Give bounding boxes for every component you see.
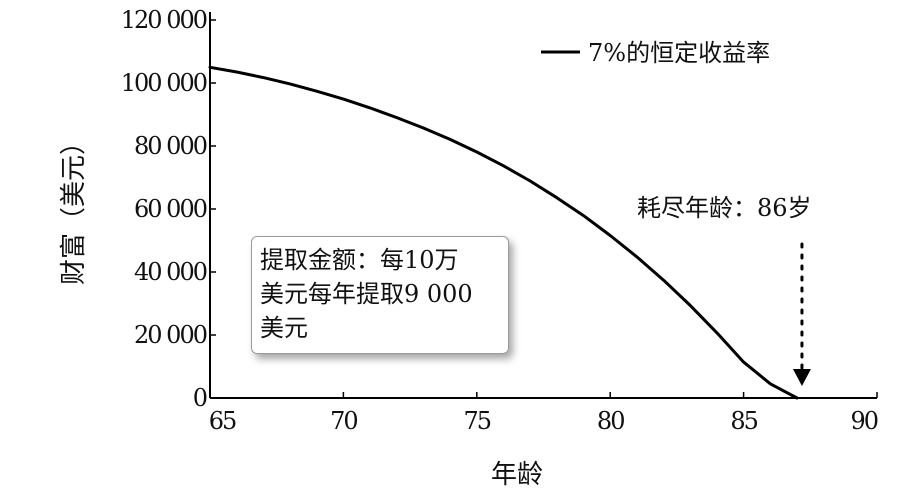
y-axis-title: 财富（美元） (59, 129, 89, 285)
info-line-2: 美元每年提取9 000 (260, 280, 473, 308)
legend: 7%的恒定收益率 (541, 39, 770, 67)
x-tick-label: 85 (730, 407, 757, 435)
depletion-age-label: 耗尽年龄：86岁 (637, 194, 812, 222)
y-tick-label: 60 000 (134, 195, 207, 223)
depletion-arrow (792, 242, 811, 386)
y-tick-label: 100 000 (121, 69, 207, 97)
x-ticks: 65 70 75 80 85 90 (209, 392, 880, 435)
depletion-arrow-head (792, 369, 811, 386)
withdrawal-info-box: 提取金额：每10万 美元每年提取9 000 美元 (251, 236, 509, 354)
series-line (208, 65, 799, 400)
x-axis-title: 年龄 (491, 460, 543, 490)
series-layer (208, 65, 799, 400)
x-tick-label: 65 (209, 407, 236, 435)
x-tick-label: 90 (850, 407, 877, 435)
axes (209, 12, 877, 399)
x-tick-label: 80 (597, 407, 624, 435)
info-line-3: 美元 (260, 314, 308, 342)
x-tick-label: 70 (330, 407, 357, 435)
y-tick-label: 80 000 (134, 132, 207, 160)
info-line-1: 提取金额：每10万 (260, 246, 459, 274)
y-tick-label: 0 (193, 384, 207, 412)
y-tick-label: 40 000 (134, 258, 207, 286)
y-tick-label: 120 000 (121, 6, 207, 34)
y-ticks: 0 20 000 40 000 60 000 80 000 100 000 120 000 (121, 6, 216, 412)
y-tick-label: 20 000 (134, 321, 207, 349)
legend-label: 7%的恒定收益率 (588, 39, 770, 67)
x-tick-label: 75 (464, 407, 491, 435)
